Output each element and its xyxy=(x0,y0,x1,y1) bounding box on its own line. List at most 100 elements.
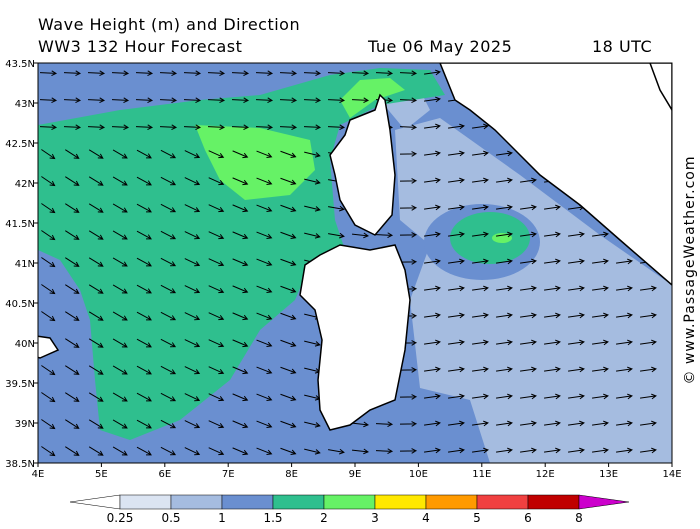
wave-arrow xyxy=(472,177,489,184)
legend-swatch xyxy=(527,494,580,510)
wave-arrow xyxy=(255,70,274,77)
wave-arrow xyxy=(112,392,128,402)
wave-arrow xyxy=(640,420,657,427)
wave-arrow xyxy=(159,97,178,104)
wave-arrow xyxy=(87,124,106,131)
wave-arrow xyxy=(544,366,561,373)
wave-arrow xyxy=(327,124,346,131)
legend-label: 0.25 xyxy=(107,511,134,525)
wave-arrow xyxy=(640,393,657,400)
wave-arrow xyxy=(41,419,56,430)
land xyxy=(38,63,672,431)
legend-swatch xyxy=(170,494,223,510)
wave-arrow xyxy=(544,204,561,211)
wave-arrow xyxy=(184,312,201,321)
wave-arrow xyxy=(424,69,441,76)
legend-label: 3 xyxy=(371,511,379,525)
wave-arrow xyxy=(88,419,104,429)
wave-arrow xyxy=(280,339,297,347)
wave-arrow xyxy=(160,365,177,375)
legend-label: 1 xyxy=(218,511,226,525)
wave-arrow xyxy=(280,312,297,320)
wave-arrow xyxy=(65,284,80,294)
wave-arrow xyxy=(399,232,418,238)
wave-arrow xyxy=(135,97,154,104)
wave-arrow xyxy=(256,339,273,348)
wave-arrow xyxy=(136,311,152,321)
wave-arrow xyxy=(112,419,128,429)
wave-arrow xyxy=(160,284,177,294)
wave-arrow xyxy=(496,204,513,211)
wave-arrow xyxy=(472,204,489,211)
wave-arrow xyxy=(472,312,489,319)
wave-arrow xyxy=(544,258,561,265)
wave-arrow xyxy=(472,150,489,157)
wave-arrow xyxy=(160,149,177,159)
wave-arrow xyxy=(472,258,489,265)
wave-arrow xyxy=(65,446,80,456)
wave-arrow xyxy=(448,366,465,373)
wave-arrow xyxy=(135,124,154,131)
wave-arrow xyxy=(568,393,585,400)
wave-arrow xyxy=(592,447,609,454)
wave-arrow xyxy=(304,421,321,428)
wave-arrow xyxy=(160,446,177,456)
wave-arrow xyxy=(184,339,201,348)
wave-arrow xyxy=(424,339,441,346)
wave-arrow xyxy=(136,149,152,159)
wave-arrow xyxy=(304,151,321,158)
wave-arrow xyxy=(424,258,441,265)
title: Wave Height (m) and Direction xyxy=(38,15,300,34)
wave-arrow xyxy=(304,205,321,212)
wave-arrow xyxy=(640,447,657,454)
color-legend: 0.25 0.5 1 1.5 2 3 4 5 6 8 xyxy=(69,494,630,525)
wave-arrow xyxy=(256,231,273,240)
wave-arrow xyxy=(207,124,226,131)
wave-arrow xyxy=(399,97,418,104)
wave-arrow xyxy=(232,366,249,375)
wave-arrow xyxy=(136,257,152,267)
wave-arrow xyxy=(448,285,465,292)
wave-arrow xyxy=(351,448,369,455)
wave-arrow xyxy=(328,205,345,212)
wave-arrow xyxy=(448,123,465,130)
wave-arrow xyxy=(65,176,80,186)
wave-arrow xyxy=(231,124,250,131)
wave-arrow xyxy=(424,312,441,319)
wave-arrow xyxy=(520,258,537,265)
wave-arrow xyxy=(279,124,298,131)
lon-label: 5E xyxy=(95,469,108,480)
wave-arrow xyxy=(184,258,201,267)
watermark: © www.PassageWeather.com xyxy=(682,155,698,384)
wave-arrow xyxy=(255,97,274,104)
sardinia xyxy=(299,244,411,431)
wave-arrow xyxy=(88,446,104,456)
wave-arrow xyxy=(424,393,441,400)
wave-arrow xyxy=(448,150,465,157)
wave-arrow xyxy=(520,285,537,292)
wave-arrow xyxy=(304,178,321,185)
wave-arrow xyxy=(520,420,537,427)
wave-arrow xyxy=(592,231,609,238)
wave-arrow xyxy=(568,339,585,346)
wave-arrow xyxy=(472,366,489,373)
wave-arrow xyxy=(160,311,177,321)
wave-arrow xyxy=(592,258,609,265)
wave-arrow xyxy=(112,149,128,159)
wave-arrow xyxy=(568,420,585,427)
legend-label: 4 xyxy=(422,511,430,525)
wave-arrow xyxy=(183,70,202,77)
wave-arrow xyxy=(280,420,297,428)
wave-arrow xyxy=(184,393,201,402)
wave-arrow xyxy=(208,285,225,294)
wave-arrow xyxy=(41,392,56,403)
wave-arrow xyxy=(184,231,201,240)
lon-label: 9E xyxy=(349,469,362,480)
sea-band xyxy=(195,125,315,200)
legend-swatch xyxy=(272,494,325,510)
wave-arrow xyxy=(88,230,104,240)
wave-arrow xyxy=(496,339,513,346)
wave-arrow xyxy=(328,232,345,239)
wave-arrow xyxy=(424,204,441,211)
